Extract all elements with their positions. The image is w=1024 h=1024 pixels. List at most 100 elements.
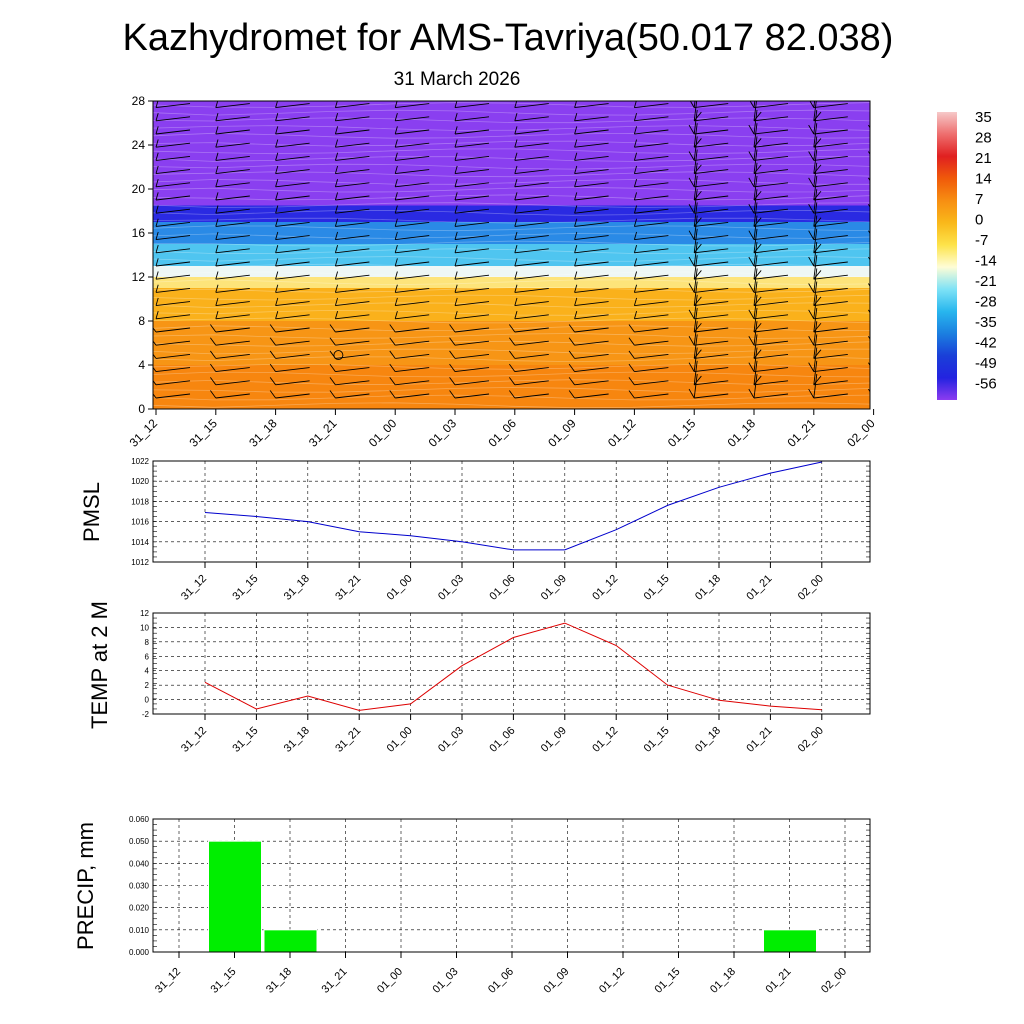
wind-barb-shaft bbox=[874, 216, 877, 240]
wind-barb bbox=[275, 245, 279, 253]
wind-barb-flag bbox=[395, 155, 430, 161]
wind-barb bbox=[868, 204, 870, 208]
wind-barb-flag bbox=[395, 103, 430, 109]
wind-barb-shaft bbox=[693, 202, 698, 227]
wind-barb-shaft bbox=[874, 97, 877, 121]
wind-barb bbox=[753, 349, 762, 359]
wind-barb-flag bbox=[813, 287, 848, 293]
wind-barb-shaft bbox=[693, 109, 698, 135]
wind-barb bbox=[874, 191, 881, 200]
wind-barb-flag bbox=[813, 353, 848, 359]
wind-barb bbox=[334, 245, 339, 253]
wind-barb-flag bbox=[275, 129, 310, 135]
wind-barb bbox=[514, 126, 518, 135]
wind-barb bbox=[813, 322, 822, 333]
isoline bbox=[153, 294, 870, 301]
wind-barb bbox=[394, 297, 398, 306]
wind-barb-flag bbox=[813, 116, 848, 122]
pmsl-frame bbox=[152, 460, 871, 563]
wind-barb-flag bbox=[694, 169, 729, 175]
wind-barb-shaft bbox=[693, 123, 698, 148]
wind-barb bbox=[813, 375, 822, 386]
wind-barb bbox=[688, 362, 695, 372]
wind-barb-flag bbox=[753, 155, 789, 161]
wind-barb bbox=[633, 152, 638, 161]
wind-barb-shaft bbox=[753, 101, 757, 121]
wind-barb-shaft bbox=[693, 373, 698, 399]
wind-barb-flag bbox=[874, 341, 908, 345]
wind-barb bbox=[748, 283, 755, 293]
isoline bbox=[153, 333, 870, 339]
wind-barb bbox=[748, 388, 755, 399]
wind-barb-flag bbox=[634, 393, 669, 399]
cross-section-y-axis: 0 4 8 12 16 20 24 28 bbox=[132, 94, 153, 416]
wind-barb bbox=[215, 192, 219, 201]
wind-barb-shaft bbox=[813, 268, 818, 293]
wind-barb bbox=[574, 152, 578, 161]
wind-barb-flag bbox=[753, 393, 789, 399]
wind-barb bbox=[334, 179, 339, 187]
wind-barb-flag bbox=[634, 103, 669, 109]
wind-barb-flag bbox=[874, 328, 908, 332]
wind-barb-flag bbox=[215, 182, 250, 188]
wind-barb-flag bbox=[215, 314, 250, 320]
wind-barb-flag bbox=[395, 274, 430, 280]
wind-barb-flag bbox=[634, 129, 669, 135]
x-tick-label: 01_06 bbox=[487, 573, 517, 603]
wind-barb-shaft bbox=[874, 361, 877, 385]
wind-barb bbox=[574, 205, 578, 214]
y-tick-label: 6 bbox=[145, 652, 150, 661]
wind-barb-flag bbox=[155, 155, 191, 161]
wind-barb bbox=[514, 284, 518, 293]
x-tick-label: 01_03 bbox=[426, 416, 460, 450]
wind-barb-flag bbox=[753, 367, 789, 373]
wind-barb-flag bbox=[813, 393, 848, 399]
wind-barb bbox=[215, 152, 219, 161]
wind-barb bbox=[454, 205, 458, 214]
wind-barb-flag bbox=[155, 353, 191, 359]
wind-barb bbox=[269, 377, 276, 386]
wind-barb-flag bbox=[753, 248, 789, 254]
temp-frame bbox=[152, 612, 871, 715]
wind-barb-shaft bbox=[753, 360, 758, 385]
wind-barb bbox=[574, 218, 578, 227]
isoline bbox=[153, 148, 870, 155]
y-tick-label: 0.060 bbox=[129, 815, 150, 824]
wind-barb-flag bbox=[395, 116, 430, 122]
wind-barb-shaft bbox=[753, 149, 758, 174]
x-tick-label: 31_18 bbox=[282, 725, 312, 755]
isoline bbox=[153, 140, 870, 147]
x-tick-label: 01_21 bbox=[764, 966, 794, 996]
wind-barb bbox=[275, 218, 279, 227]
y-tick-label: 4 bbox=[145, 667, 150, 676]
precip-bars bbox=[208, 840, 817, 953]
wind-barb-flag bbox=[813, 314, 848, 320]
wind-barb-flag bbox=[574, 393, 609, 399]
pmsl-y-axis: 1012 1014 1016 1018 1020 1022 bbox=[131, 457, 870, 567]
wind-barb-flag bbox=[275, 221, 310, 227]
wind-barb-flag bbox=[514, 380, 549, 386]
wind-barb-flag bbox=[454, 353, 490, 359]
isoline bbox=[153, 348, 870, 355]
wind-barb-flag bbox=[813, 182, 848, 188]
wind-barb bbox=[334, 284, 339, 293]
wind-barb bbox=[329, 377, 336, 386]
wind-barb-shaft bbox=[753, 123, 758, 148]
wind-barb bbox=[748, 124, 755, 135]
wind-barb-flag bbox=[335, 274, 370, 280]
wind-barb bbox=[334, 258, 339, 267]
isoline bbox=[153, 132, 870, 139]
wind-barb-flag bbox=[215, 235, 250, 241]
wind-barb-flag bbox=[574, 142, 609, 148]
wind-barb-shaft bbox=[813, 241, 818, 267]
wind-barb bbox=[275, 258, 279, 267]
wind-barb-flag bbox=[694, 353, 729, 359]
wind-barb-shaft bbox=[874, 334, 877, 358]
wind-barb-flag bbox=[215, 208, 250, 214]
calm-wind-circle bbox=[333, 350, 344, 361]
wind-barb-flag bbox=[574, 340, 609, 346]
wind-barb-flag bbox=[514, 195, 549, 201]
wind-barb-flag bbox=[275, 287, 310, 293]
x-tick-label: 01_15 bbox=[665, 416, 699, 450]
wind-barb bbox=[155, 271, 159, 280]
